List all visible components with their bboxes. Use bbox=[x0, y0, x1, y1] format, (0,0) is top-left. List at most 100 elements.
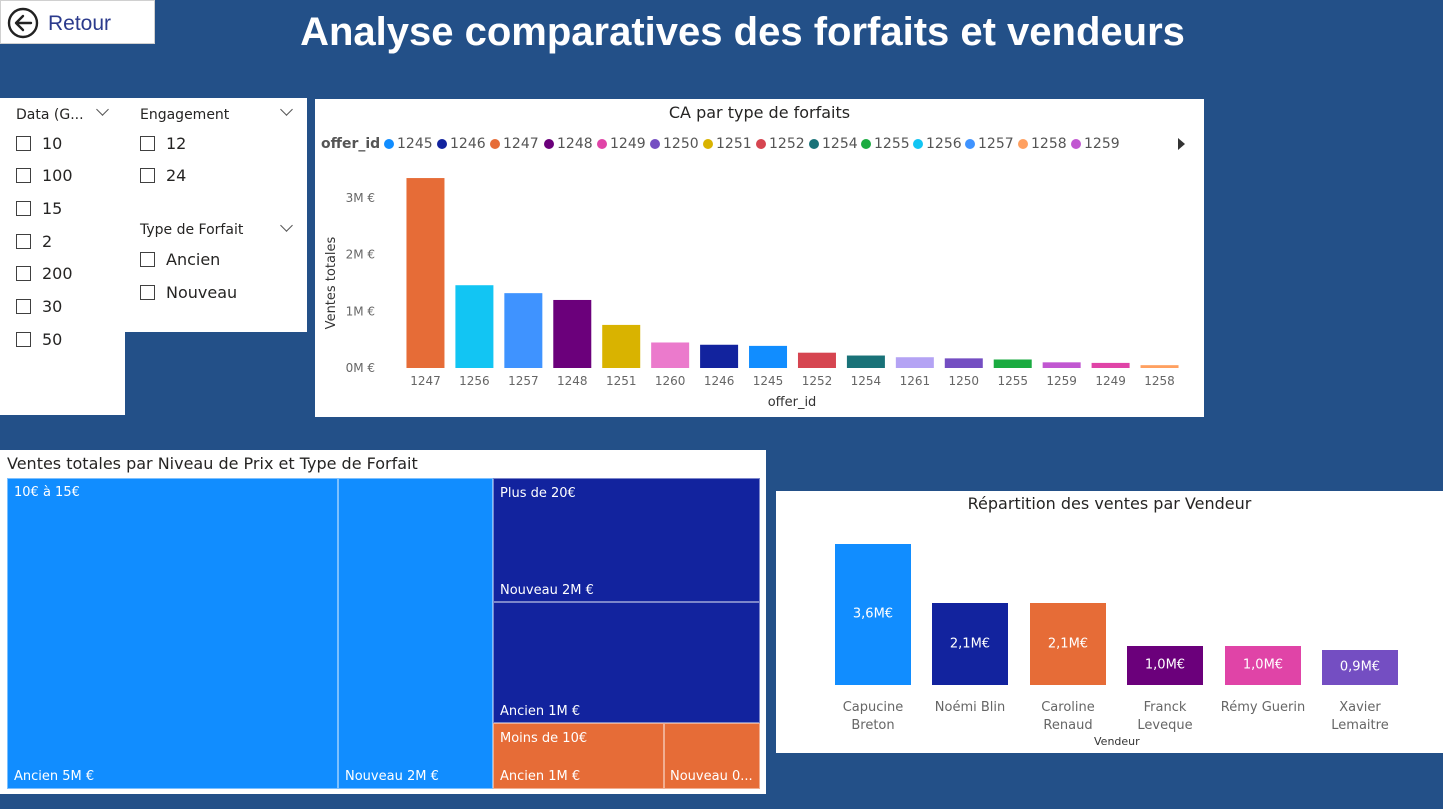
vendor-bar[interactable]: 0,9M€ bbox=[1322, 649, 1398, 685]
legend-item-1256[interactable]: 1256 bbox=[913, 136, 962, 152]
legend-item-1252[interactable]: 1252 bbox=[756, 136, 805, 152]
x-tick-label: 1251 bbox=[606, 374, 637, 388]
treemap-tile[interactable]: Plus de 20€ Nouveau 2M € bbox=[493, 478, 760, 602]
legend-dot-icon bbox=[490, 139, 500, 149]
x-tick-label: 1245 bbox=[753, 374, 784, 388]
slicer-option[interactable]: 12 bbox=[140, 133, 186, 153]
legend-dot-icon bbox=[913, 139, 923, 149]
checkbox[interactable] bbox=[140, 284, 155, 300]
x-tick-label: 1255 bbox=[997, 374, 1028, 388]
legend-item-1248[interactable]: 1248 bbox=[544, 136, 593, 152]
bar-1256[interactable] bbox=[455, 285, 494, 368]
checkbox[interactable] bbox=[16, 298, 31, 314]
treemap-tile[interactable]: Moins de 10€ Ancien 1M € bbox=[493, 723, 664, 789]
treemap-tile-label: Ancien 1M € bbox=[500, 704, 581, 719]
legend-dot-icon bbox=[384, 139, 394, 149]
chart-ca-forfaits: CA par type de forfaits offer_id 1245 124… bbox=[315, 99, 1204, 417]
treemap-tile-label: Nouveau 2M € bbox=[345, 769, 439, 784]
treemap-tile[interactable]: 10€ à 15€ Ancien 5M € bbox=[7, 478, 338, 789]
checkbox[interactable] bbox=[16, 167, 31, 183]
y-tick-label: 1M € bbox=[346, 304, 375, 318]
legend-dot-icon bbox=[650, 139, 660, 149]
slicer-type-forfait-header: Type de Forfait bbox=[140, 222, 244, 238]
back-button[interactable]: Retour bbox=[0, 0, 155, 44]
checkbox[interactable] bbox=[16, 331, 31, 347]
vendor-bar[interactable]: 2,1M€ bbox=[1030, 602, 1106, 685]
legend-item-1255[interactable]: 1255 bbox=[861, 136, 910, 152]
x-tick-label: Caroline Renaud bbox=[1041, 700, 1095, 733]
slicer-engagement-type: Engagement 12 24 Type de Forfait Ancien … bbox=[125, 98, 307, 332]
x-tick-label: 1260 bbox=[655, 374, 686, 388]
vendor-bar[interactable]: 1,0M€ bbox=[1127, 645, 1203, 685]
treemap-group-label: Plus de 20€ bbox=[500, 486, 576, 501]
y-tick-label: 0M € bbox=[346, 361, 375, 375]
data-label: 0,9M€ bbox=[1339, 659, 1381, 675]
x-tick-label: 1252 bbox=[802, 374, 833, 388]
legend-item-1250[interactable]: 1250 bbox=[650, 136, 699, 152]
chevron-down-icon[interactable] bbox=[280, 219, 293, 232]
checkbox[interactable] bbox=[140, 251, 155, 267]
bar-1250[interactable] bbox=[944, 358, 983, 368]
legend-item-1259[interactable]: 1259 bbox=[1071, 136, 1120, 152]
bar-1260[interactable] bbox=[651, 342, 690, 368]
legend-item-1245[interactable]: 1245 bbox=[384, 136, 433, 152]
vendor-bar[interactable]: 1,0M€ bbox=[1225, 645, 1301, 685]
y-axis-label: Ventes totales bbox=[324, 236, 339, 329]
legend-item-1258[interactable]: 1258 bbox=[1018, 136, 1067, 152]
treemap-tile[interactable]: Nouveau 0... bbox=[664, 723, 760, 789]
chevron-down-icon[interactable] bbox=[280, 103, 293, 116]
bar-1247[interactable] bbox=[406, 178, 445, 368]
legend-dot-icon bbox=[756, 139, 766, 149]
treemap-tile[interactable]: Ancien 1M € bbox=[493, 602, 760, 723]
bar-1261[interactable] bbox=[895, 357, 934, 368]
slicer-option[interactable]: Nouveau bbox=[140, 282, 237, 302]
chart-title: Répartition des ventes par Vendeur bbox=[967, 494, 1252, 513]
slicer-option[interactable]: 200 bbox=[16, 263, 73, 283]
treemap-tile-label: Ancien 1M € bbox=[500, 769, 581, 784]
bar-1257[interactable] bbox=[504, 293, 543, 368]
checkbox[interactable] bbox=[140, 167, 155, 183]
bar-1245[interactable] bbox=[749, 345, 788, 368]
checkbox[interactable] bbox=[16, 233, 31, 249]
chart-ventes-vendeur: Répartition des ventes par Vendeur 3,6M€… bbox=[776, 491, 1443, 753]
bar-1248[interactable] bbox=[553, 299, 592, 368]
bar-1252[interactable] bbox=[797, 352, 836, 368]
slicer-option[interactable]: Ancien bbox=[140, 249, 220, 269]
treemap-tile[interactable]: Nouveau 2M € bbox=[338, 478, 493, 789]
legend-item-1257[interactable]: 1257 bbox=[965, 136, 1014, 152]
bar-1246[interactable] bbox=[700, 344, 739, 368]
slicer-option[interactable]: 15 bbox=[16, 198, 62, 218]
slicer-option[interactable]: 30 bbox=[16, 296, 62, 316]
legend-item-1251[interactable]: 1251 bbox=[703, 136, 752, 152]
x-tick-label: 1261 bbox=[900, 374, 931, 388]
bar-1255[interactable] bbox=[993, 359, 1032, 368]
checkbox[interactable] bbox=[16, 135, 31, 151]
page-title: Analyse comparatives des forfaits et ven… bbox=[300, 10, 1185, 54]
bar-1251[interactable] bbox=[602, 324, 641, 368]
checkbox[interactable] bbox=[16, 265, 31, 281]
x-tick-label: 1259 bbox=[1046, 374, 1077, 388]
legend-item-1254[interactable]: 1254 bbox=[809, 136, 858, 152]
bar-1259[interactable] bbox=[1042, 362, 1081, 368]
bar-1258[interactable] bbox=[1140, 365, 1179, 368]
slicer-option[interactable]: 24 bbox=[140, 165, 186, 185]
legend-dot-icon bbox=[597, 139, 607, 149]
vendor-bar[interactable]: 2,1M€ bbox=[932, 602, 1008, 685]
checkbox[interactable] bbox=[16, 200, 31, 216]
slicer-option[interactable]: 100 bbox=[16, 165, 73, 185]
bar-1254[interactable] bbox=[846, 355, 885, 368]
treemap-tile-label: Nouveau 2M € bbox=[500, 583, 594, 598]
slicer-option[interactable]: 10 bbox=[16, 133, 62, 153]
bar-1249[interactable] bbox=[1091, 362, 1130, 368]
vendor-bar[interactable]: 3,6M€ bbox=[835, 543, 911, 685]
legend-next-arrow-icon[interactable] bbox=[1178, 138, 1185, 150]
chevron-down-icon[interactable] bbox=[96, 103, 109, 116]
legend-item-1249[interactable]: 1249 bbox=[597, 136, 646, 152]
legend-item-1246[interactable]: 1246 bbox=[437, 136, 486, 152]
slicer-option[interactable]: 2 bbox=[16, 231, 52, 251]
checkbox[interactable] bbox=[140, 135, 155, 151]
x-axis-label: Vendeur bbox=[1094, 735, 1140, 748]
legend-item-1247[interactable]: 1247 bbox=[490, 136, 539, 152]
legend-dot-icon bbox=[965, 139, 975, 149]
slicer-option[interactable]: 50 bbox=[16, 329, 62, 349]
